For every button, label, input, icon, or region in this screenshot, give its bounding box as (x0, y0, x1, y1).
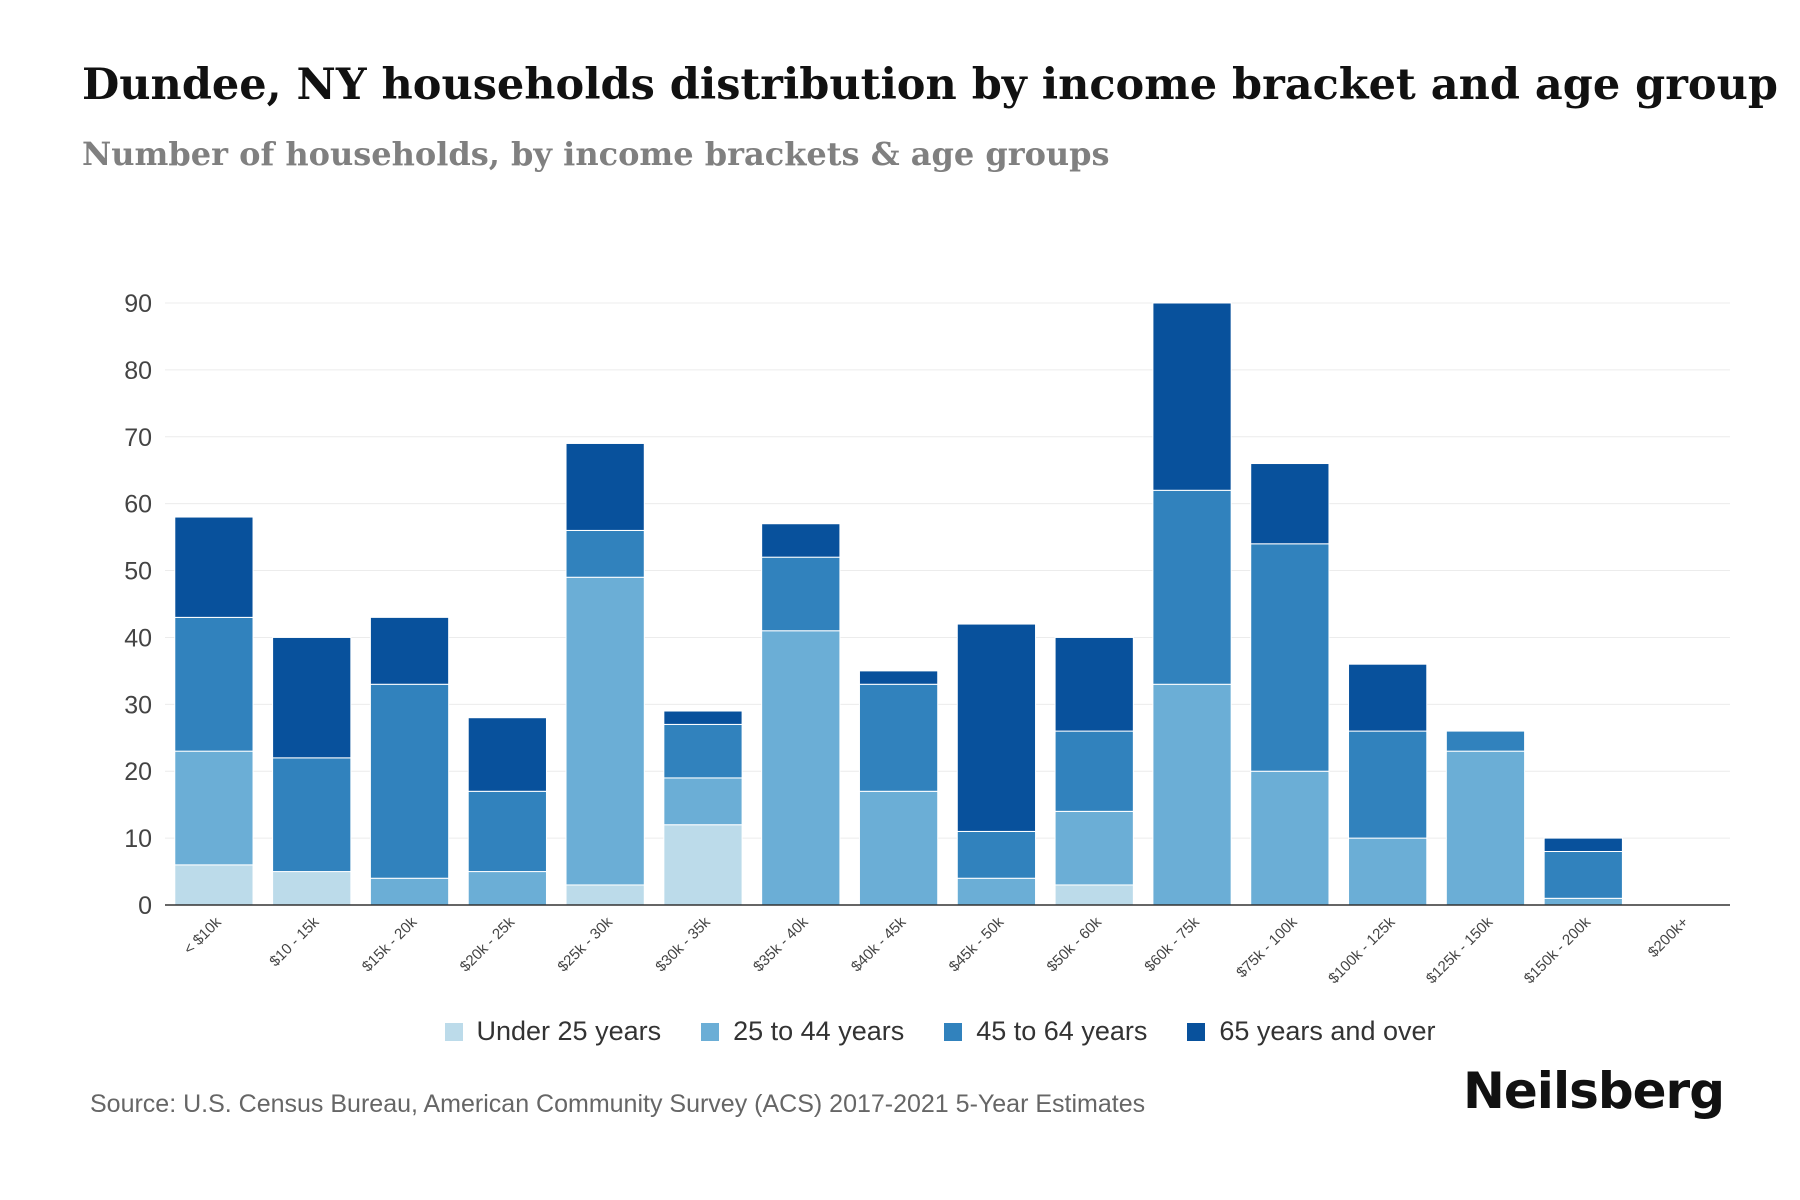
x-tick-label-15k-20k: $15k - 20k (359, 913, 421, 975)
legend-item-25-to-44: 25 to 44 years (701, 1016, 904, 1047)
y-tick-label-60: 60 (124, 491, 152, 519)
bar-10k-45-to-64-years (174, 616, 254, 752)
bar-25k-30k-25-to-44-years (565, 576, 645, 886)
chart-subtitle: Number of households, by income brackets… (82, 135, 1110, 173)
bar-25k-30k-under-25-years (565, 884, 645, 906)
bar-75k-100k-65-years-and-over (1250, 463, 1330, 545)
bar-30k-35k-45-to-64-years (663, 723, 743, 779)
x-tick-label-25k-30k: $25k - 30k (554, 913, 616, 975)
legend-label-65-and-over: 65 years and over (1219, 1016, 1436, 1046)
x-tick-label-40k-45k: $40k - 45k (848, 913, 910, 975)
bar-45k-50k-45-to-64-years (956, 830, 1037, 879)
bar-10-15k-45-to-64-years (272, 757, 352, 873)
bar-10k-65-years-and-over (174, 516, 254, 618)
bar-60k-75k-65-years-and-over (1152, 302, 1232, 491)
bar-100k-125k-45-to-64-years (1348, 730, 1428, 839)
y-tick-label-30: 30 (124, 691, 152, 719)
legend-swatch-25-to-44 (701, 1022, 720, 1041)
bar-10k-under-25-years (174, 864, 254, 906)
x-tick-label-200k: $200k+ (1645, 914, 1692, 961)
y-tick-label-90: 90 (124, 290, 152, 318)
y-tick-label-40: 40 (124, 624, 152, 652)
y-tick-label-70: 70 (124, 424, 152, 452)
gridlines (165, 302, 1730, 839)
bar-30k-35k-25-to-44-years (663, 777, 743, 826)
bar-125k-150k-45-to-64-years (1445, 730, 1526, 752)
legend-swatch-under-25 (444, 1022, 463, 1041)
bar-60k-75k-45-to-64-years (1152, 489, 1232, 685)
legend-item-under-25: Under 25 years (444, 1016, 662, 1047)
y-tick-label-10: 10 (124, 825, 152, 853)
legend-label-45-to-64: 45 to 64 years (976, 1016, 1148, 1046)
bar-20k-25k-65-years-and-over (467, 717, 547, 792)
legend-swatch-65-and-over (1187, 1022, 1206, 1041)
bar-150k-200k-45-to-64-years (1543, 850, 1623, 899)
x-tick-label-125k-150k: $125k - 150k (1423, 913, 1497, 987)
bar-50k-60k-25-to-44-years (1054, 810, 1134, 886)
y-tick-label-80: 80 (124, 357, 152, 385)
y-tick-label-50: 50 (124, 558, 152, 586)
bar-15k-20k-25-to-44-years (369, 877, 450, 906)
legend-swatch-45-to-64 (944, 1022, 963, 1041)
bar-40k-45k-65-years-and-over (858, 670, 939, 685)
bars (174, 302, 1623, 906)
bar-10k-25-to-44-years (174, 750, 254, 866)
bar-45k-50k-25-to-44-years (956, 877, 1037, 906)
brand-logo: Neilsberg (1463, 1062, 1725, 1120)
x-tick-label-10k: < $10k (181, 913, 226, 958)
x-tick-label-45k-50k: $45k - 50k (946, 913, 1008, 975)
bar-45k-50k-65-years-and-over (956, 623, 1037, 832)
x-tick-label-10-15k: $10 - 15k (266, 913, 323, 970)
bar-35k-40k-65-years-and-over (761, 523, 841, 558)
x-tick-label-75k-100k: $75k - 100k (1233, 913, 1301, 981)
bar-40k-45k-45-to-64-years (858, 683, 939, 792)
bar-100k-125k-25-to-44-years (1348, 837, 1428, 906)
bar-150k-200k-25-to-44-years (1543, 897, 1623, 906)
bar-20k-25k-45-to-64-years (467, 790, 547, 873)
bar-75k-100k-25-to-44-years (1250, 770, 1330, 906)
legend-label-under-25: Under 25 years (476, 1016, 662, 1046)
bar-10-15k-65-years-and-over (272, 636, 352, 759)
x-tick-label-100k-125k: $100k - 125k (1325, 913, 1399, 987)
bar-20k-25k-25-to-44-years (467, 871, 547, 906)
bar-15k-20k-45-to-64-years (369, 683, 450, 879)
bar-125k-150k-25-to-44-years (1445, 750, 1526, 906)
x-tick-label-50k-60k: $50k - 60k (1043, 913, 1105, 975)
bar-60k-75k-25-to-44-years (1152, 683, 1232, 906)
bar-25k-30k-45-to-64-years (565, 529, 645, 578)
bar-50k-60k-under-25-years (1054, 884, 1134, 906)
legend-label-25-to-44: 25 to 44 years (733, 1016, 905, 1046)
x-tick-label-20k-25k: $20k - 25k (457, 913, 519, 975)
bar-150k-200k-65-years-and-over (1543, 837, 1623, 852)
bar-30k-35k-65-years-and-over (663, 710, 743, 725)
legend-item-65-and-over: 65 years and over (1187, 1016, 1436, 1047)
bar-75k-100k-45-to-64-years (1250, 543, 1330, 772)
x-tick-label-150k-200k: $150k - 200k (1521, 913, 1595, 987)
x-tick-label-30k-35k: $30k - 35k (652, 913, 714, 975)
x-tick-label-60k-75k: $60k - 75k (1141, 913, 1203, 975)
y-tick-label-20: 20 (124, 758, 152, 786)
bar-35k-40k-25-to-44-years (761, 630, 841, 906)
bar-35k-40k-45-to-64-years (761, 556, 841, 632)
bar-40k-45k-25-to-44-years (858, 790, 939, 906)
bar-15k-20k-65-years-and-over (369, 616, 450, 685)
stacked-bar-chart: 0 10 20 30 40 50 60 70 80 90 < $10k $10 - 15k $15k -… (124, 290, 1730, 987)
source-note: Source: U.S. Census Bureau, American Com… (90, 1090, 1146, 1118)
legend-item-45-to-64: 45 to 64 years (944, 1016, 1147, 1047)
bar-10-15k-under-25-years (272, 871, 352, 906)
bar-50k-60k-65-years-and-over (1054, 636, 1134, 732)
bar-50k-60k-45-to-64-years (1054, 730, 1134, 812)
x-tick-label-35k-40k: $35k - 40k (750, 913, 812, 975)
bar-25k-30k-65-years-and-over (565, 442, 645, 531)
chart-title: Dundee, NY households distribution by in… (82, 60, 1778, 110)
bar-30k-35k-under-25-years (663, 824, 743, 906)
legend: Under 25 years 25 to 44 years 45 to 64 y… (0, 1016, 1800, 1047)
bar-100k-125k-65-years-and-over (1348, 663, 1428, 732)
y-tick-label-0: 0 (138, 892, 152, 920)
